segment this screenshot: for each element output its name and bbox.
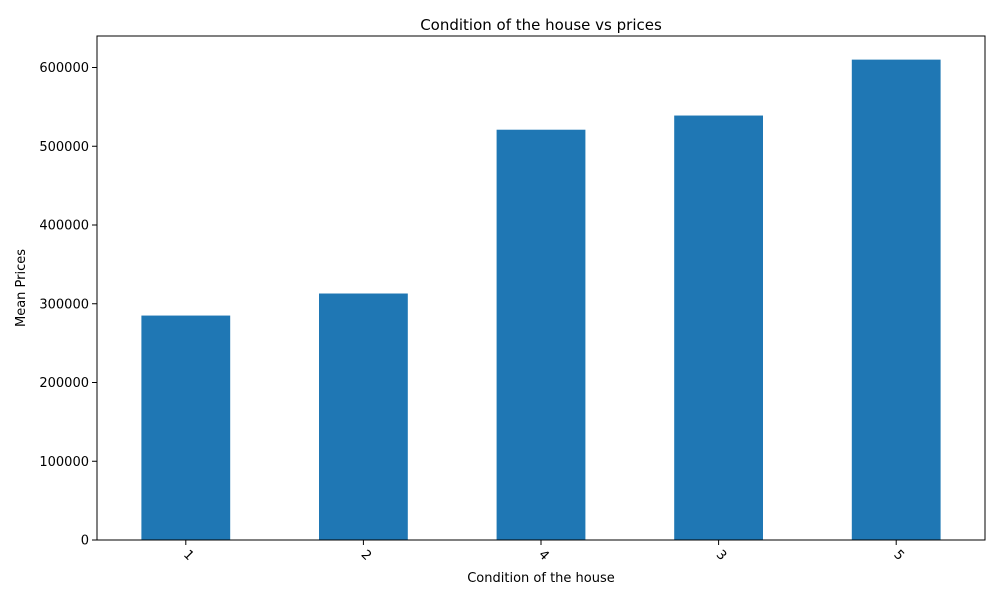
bar-condition-3 bbox=[674, 115, 763, 540]
bar-condition-2 bbox=[319, 293, 408, 540]
y-tick-label: 100000 bbox=[39, 455, 89, 470]
x-axis-label: Condition of the house bbox=[467, 571, 615, 586]
y-tick-label: 600000 bbox=[39, 61, 89, 76]
y-tick-label: 400000 bbox=[39, 219, 89, 234]
y-tick-label: 300000 bbox=[39, 297, 89, 312]
y-axis: 0 100000 200000 300000 400000 500000 600000 bbox=[39, 61, 97, 549]
bars-group bbox=[141, 59, 941, 540]
chart-title: Condition of the house vs prices bbox=[420, 16, 662, 34]
y-tick-label: 200000 bbox=[39, 376, 89, 391]
plot-frame bbox=[96, 35, 986, 541]
y-tick-label: 500000 bbox=[39, 140, 89, 155]
y-axis-label: Mean Prices bbox=[14, 249, 29, 327]
y-tick-label: 0 bbox=[81, 534, 89, 549]
bar-condition-5 bbox=[851, 59, 941, 540]
bar-condition-1 bbox=[141, 315, 231, 540]
bar-condition-4 bbox=[496, 129, 586, 540]
